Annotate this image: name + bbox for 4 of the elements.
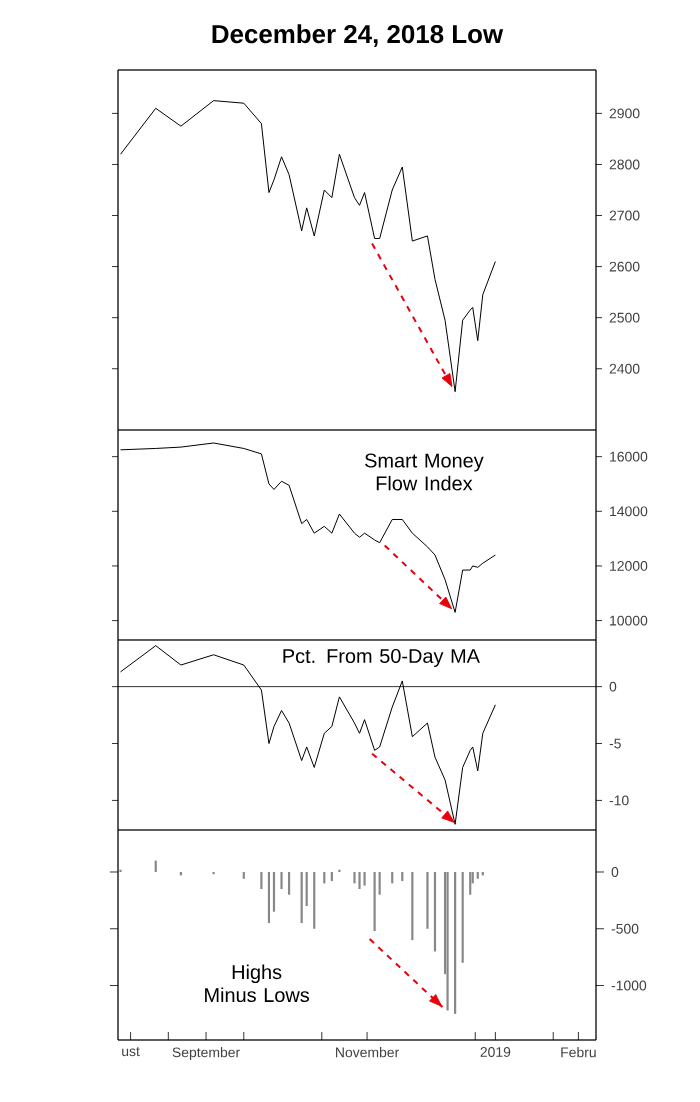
annotation: Highs Minus Lows [205, 964, 310, 1003]
annotation: Pct. From 50-Day MA [283, 648, 480, 667]
annotation: Smart Money Flow Index [365, 453, 484, 491]
chart-title: December 24, 2018 Low [212, 24, 504, 47]
